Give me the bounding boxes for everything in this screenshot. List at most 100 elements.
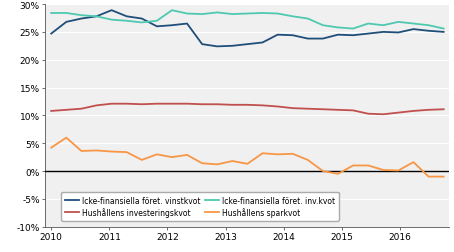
Icke-finansiella föret. vinstkvot (441, 31, 446, 34)
Hushållens investeringskvot (79, 108, 84, 111)
Hushållens sparkvot (94, 149, 99, 152)
Line: Hushållens sparkvot: Hushållens sparkvot (51, 138, 444, 177)
Hushållens investeringskvot (124, 103, 129, 106)
Icke-finansiella föret. vinstkvot (79, 18, 84, 21)
Hushållens investeringskvot (395, 112, 401, 115)
Icke-finansiella föret. vinstkvot (169, 25, 175, 28)
Icke-finansiella föret. vinstkvot (365, 33, 371, 36)
Hushållens sparkvot (124, 151, 129, 154)
Icke-finansiella föret. inv.kvot (64, 12, 69, 15)
Hushållens investeringskvot (260, 104, 265, 107)
Hushållens sparkvot (380, 169, 386, 172)
Icke-finansiella föret. inv.kvot (260, 12, 265, 15)
Hushållens sparkvot (395, 169, 401, 172)
Icke-finansiella föret. inv.kvot (365, 23, 371, 26)
Hushållens investeringskvot (169, 103, 175, 106)
Hushållens investeringskvot (305, 108, 311, 111)
Hushållens sparkvot (139, 159, 144, 162)
Icke-finansiella föret. inv.kvot (305, 18, 311, 21)
Icke-finansiella föret. vinstkvot (395, 32, 401, 35)
Hushållens sparkvot (245, 163, 250, 166)
Hushållens sparkvot (335, 173, 340, 176)
Icke-finansiella föret. vinstkvot (305, 38, 311, 41)
Icke-finansiella föret. vinstkvot (64, 21, 69, 24)
Hushållens sparkvot (411, 161, 416, 164)
Hushållens investeringskvot (245, 104, 250, 107)
Icke-finansiella föret. inv.kvot (426, 25, 431, 28)
Icke-finansiella föret. inv.kvot (411, 23, 416, 26)
Line: Icke-finansiella föret. vinstkvot: Icke-finansiella föret. vinstkvot (51, 11, 444, 47)
Hushållens sparkvot (230, 160, 235, 163)
Icke-finansiella föret. inv.kvot (380, 25, 386, 28)
Hushållens investeringskvot (275, 106, 280, 109)
Hushållens investeringskvot (215, 103, 220, 106)
Icke-finansiella föret. inv.kvot (350, 28, 356, 31)
Hushållens investeringskvot (94, 104, 99, 107)
Icke-finansiella föret. inv.kvot (290, 16, 296, 19)
Hushållens sparkvot (215, 163, 220, 166)
Icke-finansiella föret. inv.kvot (320, 25, 326, 28)
Icke-finansiella föret. inv.kvot (184, 13, 190, 16)
Hushållens sparkvot (275, 153, 280, 156)
Hushållens investeringskvot (441, 108, 446, 111)
Hushållens sparkvot (49, 147, 54, 150)
Icke-finansiella föret. vinstkvot (290, 35, 296, 38)
Hushållens investeringskvot (350, 109, 356, 112)
Icke-finansiella föret. vinstkvot (109, 10, 114, 13)
Hushållens sparkvot (426, 175, 431, 178)
Icke-finansiella föret. vinstkvot (380, 31, 386, 34)
Icke-finansiella föret. vinstkvot (275, 34, 280, 37)
Icke-finansiella föret. inv.kvot (230, 14, 235, 17)
Icke-finansiella föret. vinstkvot (139, 18, 144, 21)
Icke-finansiella föret. inv.kvot (124, 20, 129, 23)
Hushållens investeringskvot (365, 113, 371, 116)
Hushållens sparkvot (169, 156, 175, 159)
Icke-finansiella föret. vinstkvot (124, 16, 129, 19)
Icke-finansiella föret. inv.kvot (215, 12, 220, 15)
Hushållens investeringskvot (230, 104, 235, 107)
Hushållens sparkvot (365, 164, 371, 167)
Hushållens investeringskvot (411, 110, 416, 113)
Hushållens investeringskvot (139, 103, 144, 106)
Icke-finansiella föret. vinstkvot (94, 16, 99, 19)
Icke-finansiella föret. inv.kvot (275, 13, 280, 16)
Icke-finansiella föret. vinstkvot (426, 30, 431, 33)
Icke-finansiella föret. inv.kvot (169, 10, 175, 13)
Icke-finansiella föret. vinstkvot (49, 33, 54, 36)
Icke-finansiella föret. inv.kvot (335, 27, 340, 30)
Icke-finansiella föret. vinstkvot (215, 46, 220, 49)
Icke-finansiella föret. inv.kvot (199, 14, 205, 17)
Icke-finansiella föret. inv.kvot (441, 28, 446, 31)
Line: Icke-finansiella föret. inv.kvot: Icke-finansiella föret. inv.kvot (51, 11, 444, 29)
Hushållens sparkvot (79, 150, 84, 153)
Hushållens sparkvot (320, 170, 326, 173)
Hushållens sparkvot (154, 153, 160, 156)
Hushållens sparkvot (441, 175, 446, 178)
Hushållens sparkvot (260, 152, 265, 155)
Legend: Icke-finansiella föret. vinstkvot, Hushållens investeringskvot, Icke-finansiella: Icke-finansiella föret. vinstkvot, Hushå… (61, 192, 339, 221)
Icke-finansiella föret. inv.kvot (79, 15, 84, 18)
Icke-finansiella föret. inv.kvot (49, 12, 54, 15)
Icke-finansiella föret. vinstkvot (320, 38, 326, 41)
Hushållens investeringskvot (64, 109, 69, 112)
Hushållens sparkvot (109, 150, 114, 153)
Hushållens investeringskvot (320, 108, 326, 111)
Hushållens investeringskvot (380, 113, 386, 116)
Icke-finansiella föret. vinstkvot (154, 26, 160, 29)
Hushållens investeringskvot (109, 103, 114, 106)
Icke-finansiella föret. inv.kvot (245, 13, 250, 16)
Line: Hushållens investeringskvot: Hushållens investeringskvot (51, 104, 444, 115)
Hushållens sparkvot (290, 153, 296, 156)
Icke-finansiella föret. inv.kvot (94, 16, 99, 19)
Hushållens investeringskvot (154, 103, 160, 106)
Icke-finansiella föret. inv.kvot (109, 19, 114, 22)
Hushållens investeringskvot (426, 109, 431, 112)
Icke-finansiella föret. vinstkvot (335, 34, 340, 37)
Icke-finansiella föret. vinstkvot (350, 35, 356, 38)
Icke-finansiella föret. inv.kvot (139, 22, 144, 25)
Hushållens investeringskvot (49, 110, 54, 113)
Icke-finansiella föret. inv.kvot (395, 21, 401, 24)
Icke-finansiella föret. inv.kvot (154, 20, 160, 23)
Hushållens sparkvot (64, 137, 69, 140)
Hushållens sparkvot (184, 154, 190, 157)
